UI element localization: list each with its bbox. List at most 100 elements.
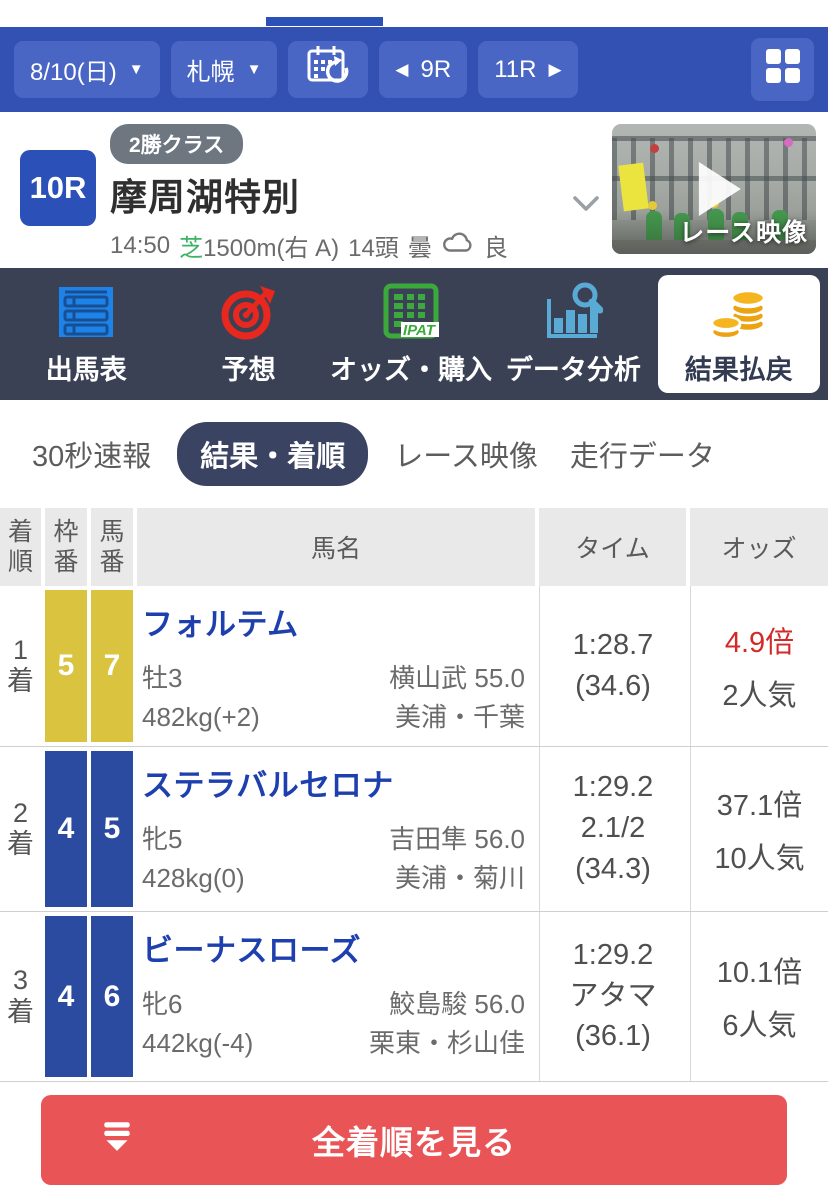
- horse-number: 7: [91, 590, 133, 742]
- horse-number: 5: [91, 751, 133, 907]
- ipat-grid-icon: IPAT: [381, 281, 441, 343]
- helmet-dot: [648, 201, 657, 210]
- finish-time: 1:29.2: [572, 771, 654, 804]
- finish-position: 1 着: [7, 634, 34, 696]
- caret-down-icon: ▼: [128, 61, 144, 78]
- surface-label: 芝: [179, 235, 204, 262]
- horse-name-link[interactable]: フォルテム: [142, 607, 299, 642]
- start-time: 14:50: [110, 231, 171, 259]
- finish-time: 1:28.7: [572, 628, 654, 661]
- stable: 栗東・杉山佳: [368, 1028, 525, 1058]
- main-nav: 出馬表 予想: [0, 268, 828, 400]
- venue-selector[interactable]: 札幌 ▼: [170, 41, 278, 98]
- surface-distance: 芝 1500m(右 A): [179, 228, 339, 263]
- tab-odds-purchase[interactable]: IPAT オッズ・購入: [330, 268, 492, 400]
- tab-label: 結果払戻: [684, 355, 793, 385]
- menu-grid-button[interactable]: [751, 38, 814, 101]
- time-cell: 1:28.7 (34.6): [539, 586, 686, 746]
- race-details: 14:50 芝 1500m(右 A) 14頭 曇 良: [110, 228, 570, 263]
- arrow-left-icon: ◀: [395, 60, 409, 79]
- tab-label: オッズ・購入: [330, 355, 493, 385]
- track-strip: [612, 240, 816, 254]
- gate-beam: [612, 136, 816, 141]
- next-race-label: 11R: [494, 55, 537, 83]
- cloud-icon: [441, 230, 475, 261]
- horse-name-link[interactable]: ビーナスローズ: [142, 933, 361, 968]
- horse-info-cell: ビーナスローズ 牝6 鮫島駿 56.0 442kg(-4) 栗東・杉山佳: [137, 912, 535, 1081]
- all-results-button[interactable]: 全着順を見る: [41, 1095, 787, 1185]
- frame-number: 4: [45, 751, 87, 907]
- class-badge: 2勝クラス: [110, 124, 244, 164]
- calendar-button[interactable]: [288, 41, 369, 98]
- table-row[interactable]: 3 着 4 6 ビーナスローズ 牝6 鮫島駿 56.0 442kg(-4) 栗東…: [0, 912, 828, 1082]
- odds-cell: 37.1倍 10人気: [690, 747, 828, 911]
- horse-info-cell: ステラバルセロナ 牝5 吉田隼 56.0 428kg(0) 美浦・菊川: [137, 747, 535, 911]
- table-header: 着順 枠番 馬番 馬名 タイム オッズ: [0, 508, 828, 586]
- date-label: 8/10(日): [30, 59, 117, 86]
- tab-results-payout[interactable]: 結果払戻: [657, 275, 821, 393]
- field-size: 14頭: [348, 235, 399, 262]
- horse-name-link[interactable]: ステラバルセロナ: [142, 768, 394, 803]
- stable: 美浦・菊川: [394, 863, 525, 893]
- tab-label: 予想: [221, 355, 276, 385]
- subtab-running-data[interactable]: 走行データ: [569, 441, 715, 473]
- tab-label: データ分析: [505, 355, 641, 385]
- time-cell: 1:29.2 アタマ (36.1): [539, 912, 686, 1081]
- distance-label: 1500m(右 A): [203, 235, 340, 262]
- odds-value: 37.1倍: [716, 789, 803, 822]
- margin: 2.1/2: [580, 812, 646, 845]
- crew-figure: [646, 211, 662, 242]
- tab-label: 出馬表: [45, 355, 127, 385]
- video-label: レース映像: [679, 219, 808, 247]
- coins-icon: [707, 281, 771, 343]
- jockey-weight: 吉田隼 56.0: [389, 824, 525, 854]
- grid-icon: [762, 45, 804, 94]
- prev-race-label: 9R: [420, 55, 452, 83]
- prev-race-button[interactable]: ◀ 9R: [379, 41, 468, 98]
- tab-data-analysis[interactable]: データ分析: [492, 268, 654, 400]
- time-cell: 1:29.2 2.1/2 (34.3): [539, 747, 686, 911]
- table-row[interactable]: 1 着 5 7 フォルテム 牡3 横山武 55.0 482kg(+2) 美浦・千…: [0, 586, 828, 747]
- jockey-weight: 鮫島駿 56.0: [389, 989, 525, 1019]
- subtab-race-video[interactable]: レース映像: [394, 441, 538, 473]
- racecard-icon: [56, 281, 116, 343]
- crew-figure: [708, 209, 724, 240]
- subtab-result-order[interactable]: 結果・着順: [177, 422, 369, 486]
- header-horse-name: 馬名: [137, 508, 535, 586]
- calendar-refresh-icon: [304, 42, 352, 97]
- header-frame: 枠番: [45, 508, 87, 586]
- tab-racecard[interactable]: 出馬表: [5, 268, 167, 400]
- odds-cell: 10.1倍 6人気: [690, 912, 828, 1081]
- caret-down-icon: ▼: [246, 61, 262, 78]
- app-header: 8/10(日) ▼ 札幌 ▼: [0, 27, 828, 112]
- horse-number: 6: [91, 916, 133, 1077]
- race-title: 摩周湖特別: [110, 177, 300, 218]
- sex-age: 牝5: [142, 824, 183, 854]
- race-video-thumbnail[interactable]: レース映像: [612, 124, 816, 254]
- table-row[interactable]: 2 着 4 5 ステラバルセロナ 牝5 吉田隼 56.0 428kg(0) 美浦…: [0, 747, 828, 912]
- results-table: 着順 枠番 馬番 馬名 タイム オッズ 1 着 5 7 フォルテム 牡3 横山武…: [0, 508, 828, 1082]
- weather-label: 曇: [407, 235, 432, 262]
- race-main: 2勝クラス 摩周湖特別 14:50 芝 1500m(右 A) 14頭 曇 良: [110, 124, 570, 268]
- crew-figure: [732, 212, 748, 243]
- sex-age: 牝6: [142, 989, 183, 1019]
- body-weight: 482kg(+2): [142, 702, 260, 732]
- popularity: 10人気: [714, 842, 805, 875]
- svg-text:IPAT: IPAT: [403, 322, 437, 339]
- last-3f: (34.6): [575, 669, 651, 702]
- next-race-button[interactable]: 11R ▶: [478, 41, 578, 98]
- finish-position: 3 着: [7, 965, 34, 1027]
- stable: 美浦・千葉: [394, 702, 525, 732]
- tab-indicator: [266, 17, 383, 26]
- date-selector[interactable]: 8/10(日) ▼: [14, 41, 160, 98]
- popularity: 2人気: [722, 679, 797, 712]
- odds-value: 4.9倍: [724, 626, 795, 659]
- subtab-30sec-flash[interactable]: 30秒速報: [32, 441, 152, 473]
- popularity: 6人気: [722, 1010, 797, 1042]
- chevron-down-icon[interactable]: [570, 194, 602, 219]
- crew-figure: [674, 213, 690, 244]
- tab-prediction[interactable]: 予想: [167, 268, 329, 400]
- finish-position: 2 着: [7, 797, 34, 859]
- helmet-dot: [650, 144, 659, 153]
